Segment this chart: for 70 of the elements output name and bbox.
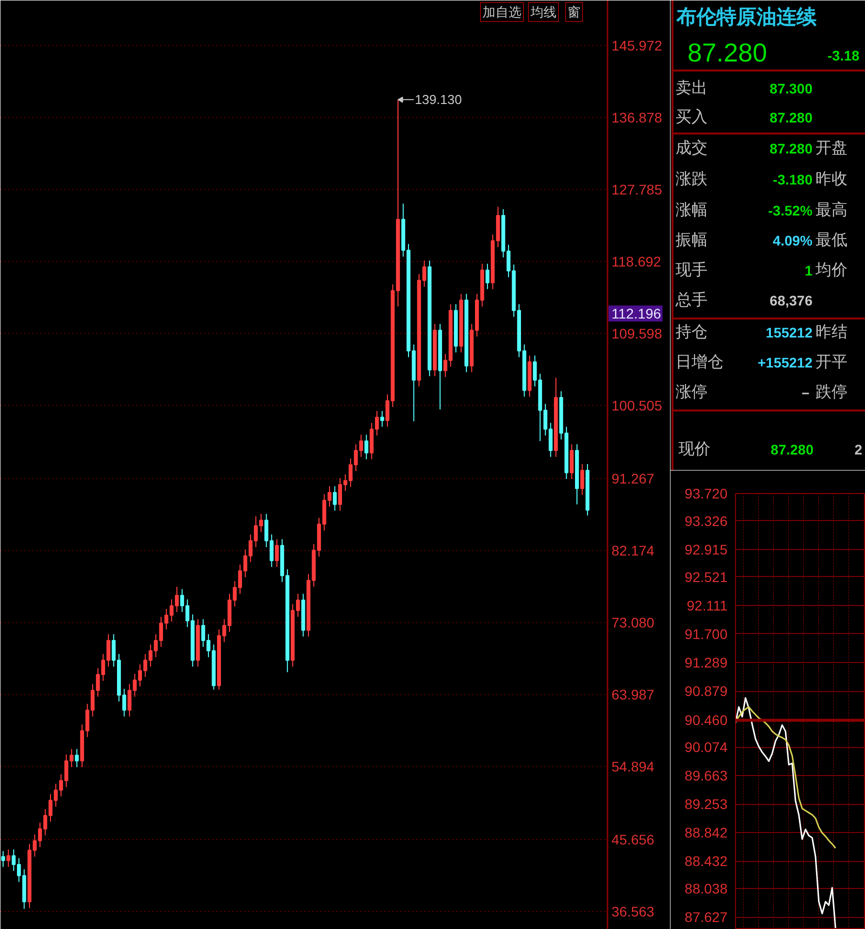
annotation: 加自选	[482, 4, 522, 20]
y-tick-label: 87.627	[684, 909, 728, 926]
text: 112.196	[612, 306, 662, 322]
text: 87.280	[770, 442, 814, 458]
y-tick-label: 145.972	[612, 38, 662, 54]
y-tick-label: 91.289	[684, 654, 728, 671]
text: 涨跌	[676, 170, 708, 188]
y-tick-label: 89.663	[684, 768, 728, 784]
y-tick-label: 82.174	[612, 542, 655, 558]
text: 87.280	[688, 38, 768, 68]
y-tick-label: 90.074	[684, 739, 728, 756]
annotation: 窗	[568, 4, 580, 20]
text: 持仓	[676, 323, 708, 341]
y-tick-label: 88.842	[684, 824, 728, 841]
text: －	[798, 384, 812, 400]
text: 昨收	[816, 171, 848, 188]
text: 68,376	[770, 292, 813, 308]
y-tick-label: 36.563	[612, 904, 655, 920]
y-tick-label: 136.878	[612, 110, 662, 126]
y-tick-label: 88.432	[684, 853, 728, 870]
text: 2	[854, 442, 862, 458]
text: 155212	[766, 324, 813, 340]
y-tick-label: 91.267	[612, 470, 655, 487]
text: 最低	[816, 232, 848, 249]
text: 现手	[676, 261, 708, 279]
y-tick-label: 91.700	[684, 626, 728, 642]
y-tick-label: 100.505	[612, 397, 662, 414]
y-tick-label: 127.785	[612, 181, 662, 198]
y-tick-label: 92.915	[684, 541, 728, 558]
text: 均价	[814, 262, 848, 279]
text: 卖出	[676, 79, 708, 97]
text: 4.09%	[772, 232, 814, 248]
text: 87.280	[770, 110, 813, 126]
y-tick-label: 93.326	[684, 512, 728, 529]
y-tick-label: 92.521	[684, 568, 728, 585]
text: -3.18	[828, 48, 860, 64]
text: 日增仓	[676, 354, 724, 371]
text: 振幅	[676, 232, 708, 249]
annotation: 均线	[530, 4, 556, 20]
text: 87.280	[770, 140, 813, 156]
annotation: 139.130	[414, 92, 462, 108]
text: +155212	[758, 354, 813, 370]
text: 总手	[674, 291, 708, 309]
text: 最高	[816, 201, 848, 219]
y-tick-label: 90.460	[684, 712, 728, 728]
text: 现价	[678, 441, 710, 458]
y-tick-label: 93.720	[684, 486, 728, 502]
y-tick-label: 109.598	[612, 325, 662, 342]
text: 开盘	[816, 140, 848, 157]
text: 布伦特原油连续	[676, 4, 818, 28]
text: -3.52%	[768, 202, 814, 218]
text: 买入	[676, 108, 708, 126]
y-tick-label: 89.253	[684, 796, 728, 812]
y-tick-label: 73.080	[612, 614, 655, 630]
text: 成交	[676, 139, 708, 157]
text: 跌停	[816, 384, 848, 401]
y-tick-label: 63.987	[612, 686, 655, 702]
y-tick-label: 54.894	[612, 758, 655, 774]
y-tick-label: 45.656	[612, 832, 655, 848]
text: 87.300	[770, 80, 813, 96]
text: -3.180	[772, 172, 813, 188]
text: 昨结	[816, 323, 848, 341]
y-tick-label: 118.692	[612, 253, 662, 270]
y-tick-label: 88.038	[684, 880, 728, 897]
y-tick-label: 92.111	[686, 597, 728, 614]
text: 涨幅	[676, 201, 708, 219]
text: 涨停	[676, 383, 708, 401]
y-tick-label: 90.879	[684, 683, 728, 700]
text: 1	[804, 262, 813, 278]
text: 开平	[816, 354, 848, 371]
